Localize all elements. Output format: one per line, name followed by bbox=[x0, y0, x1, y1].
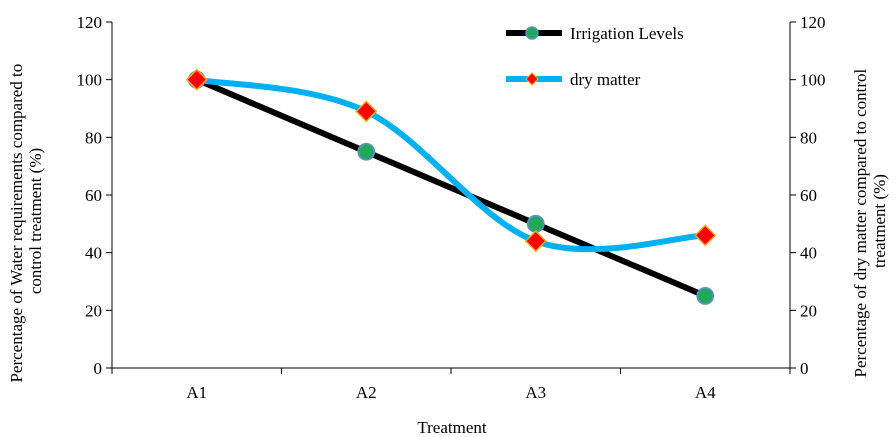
legend: Irrigation Levels dry matter bbox=[506, 24, 684, 89]
legend-label-irrigation-levels: Irrigation Levels bbox=[570, 24, 684, 43]
legend-entry-irrigation-levels: Irrigation Levels bbox=[506, 24, 684, 43]
right-y-tick-label: 20 bbox=[800, 301, 817, 320]
x-tick-label: A1 bbox=[186, 383, 207, 402]
series-line-dry-matter bbox=[193, 76, 709, 253]
left-y-tick-label: 60 bbox=[85, 186, 102, 205]
x-axis-ticks: A1 A2 A3 A4 bbox=[111, 368, 791, 402]
data-point-irrigation-levels-a4 bbox=[696, 287, 715, 305]
right-y-axis-title: Percentage of dry matter compared to con… bbox=[851, 65, 889, 378]
right-y-axis-title-line-2: treatment (%) bbox=[870, 174, 889, 268]
left-y-tick-label: 20 bbox=[85, 301, 102, 320]
data-point-dry-matter-a3 bbox=[524, 230, 547, 253]
left-y-tick-label: 80 bbox=[85, 128, 102, 147]
data-point-dry-matter-a1 bbox=[185, 68, 208, 91]
left-y-tick-label: 40 bbox=[85, 244, 102, 263]
right-y-tick-label: 120 bbox=[800, 13, 826, 32]
legend-marker-dry-matter bbox=[525, 72, 539, 86]
left-y-axis-title: Percentage of Water requirements compare… bbox=[7, 59, 45, 382]
data-point-dry-matter-a4 bbox=[694, 224, 717, 247]
right-y-axis-ticks: 0 20 40 60 80 100 120 bbox=[790, 13, 826, 378]
right-y-tick-label: 100 bbox=[800, 71, 826, 90]
series-irrigation-levels-line-group bbox=[193, 76, 709, 299]
legend-entry-dry-matter: dry matter bbox=[506, 70, 641, 89]
data-point-irrigation-levels-a3 bbox=[526, 214, 545, 233]
x-axis-title: Treatment bbox=[417, 418, 487, 437]
x-tick-label: A3 bbox=[525, 383, 546, 402]
x-tick-label: A4 bbox=[695, 383, 716, 402]
right-y-tick-label: 40 bbox=[800, 244, 817, 263]
left-y-axis-title-line-1: Percentage of Water requirements compare… bbox=[7, 64, 26, 383]
data-point-irrigation-levels-a2 bbox=[357, 142, 376, 161]
left-y-tick-label: 0 bbox=[94, 359, 103, 378]
right-y-tick-label: 60 bbox=[800, 186, 817, 205]
right-y-axis-title-line-1: Percentage of dry matter compared to con… bbox=[851, 69, 870, 378]
legend-label-dry-matter: dry matter bbox=[570, 70, 641, 89]
series-line-irrigation-levels bbox=[193, 76, 709, 299]
series-dry-matter-line-group bbox=[193, 76, 709, 253]
series-layer bbox=[185, 68, 717, 305]
left-y-axis-ticks: 0 20 40 60 80 100 120 bbox=[77, 13, 112, 378]
left-y-tick-label: 120 bbox=[77, 13, 103, 32]
legend-marker-irrigation-levels bbox=[525, 26, 539, 40]
series-dry-matter-markers bbox=[185, 68, 717, 253]
axes bbox=[111, 22, 791, 369]
right-y-tick-label: 80 bbox=[800, 128, 817, 147]
data-point-dry-matter-a2 bbox=[355, 100, 378, 123]
left-y-tick-label: 100 bbox=[77, 71, 103, 90]
x-tick-label: A2 bbox=[356, 383, 377, 402]
left-y-axis-title-line-2: control treatment (%) bbox=[26, 148, 45, 294]
right-y-tick-label: 0 bbox=[800, 359, 809, 378]
